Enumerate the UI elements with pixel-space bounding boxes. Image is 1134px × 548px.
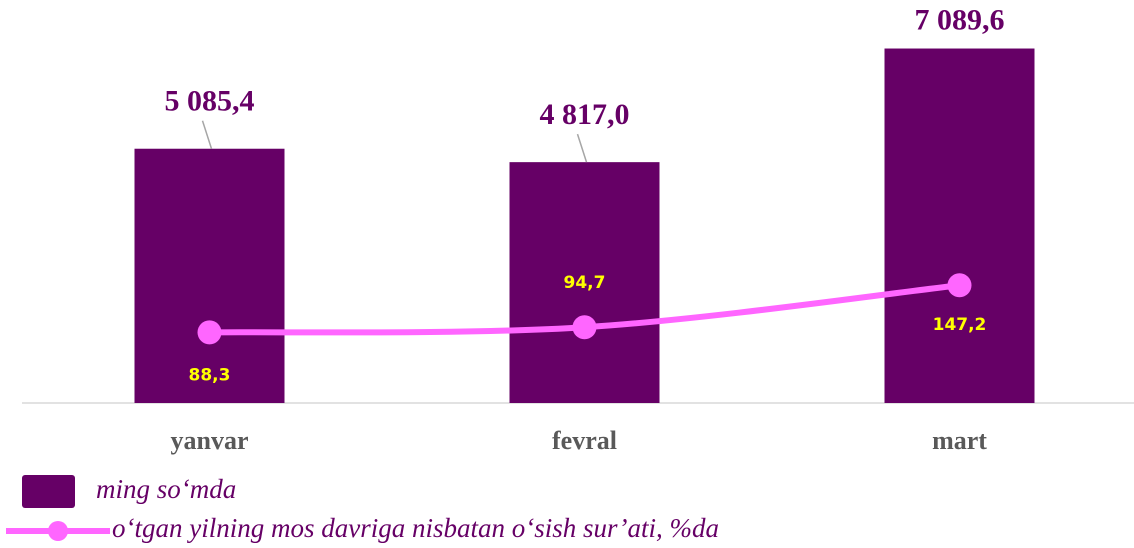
data-label: 147,2	[933, 315, 987, 335]
legend-swatch-bar	[22, 475, 75, 508]
bar	[509, 162, 660, 403]
legend-label: ming so‘mda	[96, 474, 236, 504]
data-label: 88,3	[189, 365, 231, 385]
x-tick-label: mart	[932, 426, 987, 455]
marker	[197, 320, 222, 345]
x-tick-label: fevral	[552, 426, 617, 455]
legend-swatch-marker	[48, 521, 68, 541]
data-label: 7 089,6	[915, 3, 1005, 36]
bar	[884, 48, 1035, 404]
marker	[947, 273, 972, 298]
data-label: 5 085,4	[165, 85, 255, 118]
marker	[572, 315, 597, 340]
leader-line	[201, 120, 213, 149]
leader-line	[576, 133, 588, 163]
data-label: 4 817,0	[540, 98, 630, 131]
legend-label: o‘tgan yilning mos davriga nisbatan o‘si…	[112, 513, 719, 543]
data-label: 94,7	[564, 273, 606, 293]
bar	[134, 148, 285, 403]
x-tick-label: yanvar	[171, 426, 249, 455]
